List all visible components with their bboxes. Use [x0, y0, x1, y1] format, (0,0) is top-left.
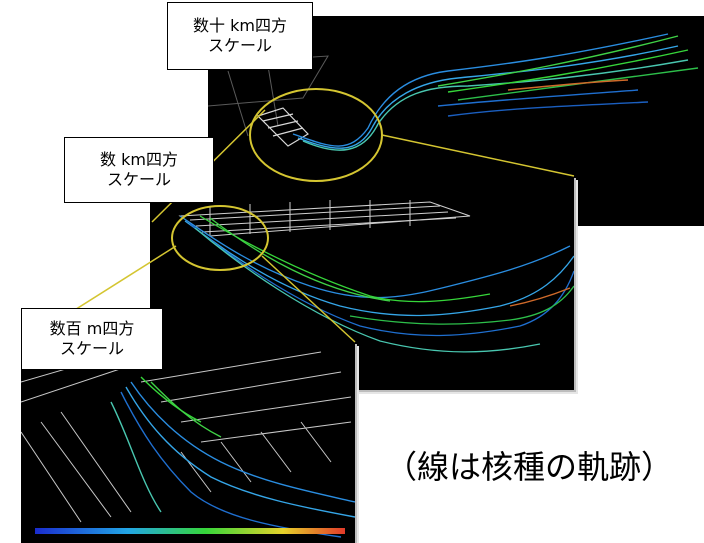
- scale-label-medium: 数 km四方 スケール: [64, 137, 214, 203]
- facility-wireframe: [178, 200, 471, 237]
- scale-label-medium-line1: 数 km四方: [100, 150, 178, 169]
- scale-label-small-line1: 数百 m四方: [49, 319, 135, 338]
- trajectory-lines: [110, 376, 355, 538]
- scale-label-large-line2: スケール: [207, 36, 272, 55]
- scale-label-small: 数百 m四方 スケール: [21, 308, 163, 370]
- color-scale-bar: [35, 528, 345, 534]
- scale-label-large-line1: 数十 km四方: [193, 16, 287, 35]
- trajectory-lines: [179, 215, 574, 353]
- trajectory-lines: [292, 33, 699, 151]
- small-scale-trajectory-image: [21, 342, 355, 538]
- trajectory-caption: （線は核種の軌跡）: [385, 448, 674, 486]
- scale-label-large: 数十 km四方 スケール: [167, 2, 313, 70]
- small-scale-simulation-panel: [21, 342, 355, 543]
- scale-label-medium-line2: スケール: [106, 170, 171, 189]
- building-wireframe: [256, 107, 309, 147]
- scale-label-small-line2: スケール: [59, 339, 124, 358]
